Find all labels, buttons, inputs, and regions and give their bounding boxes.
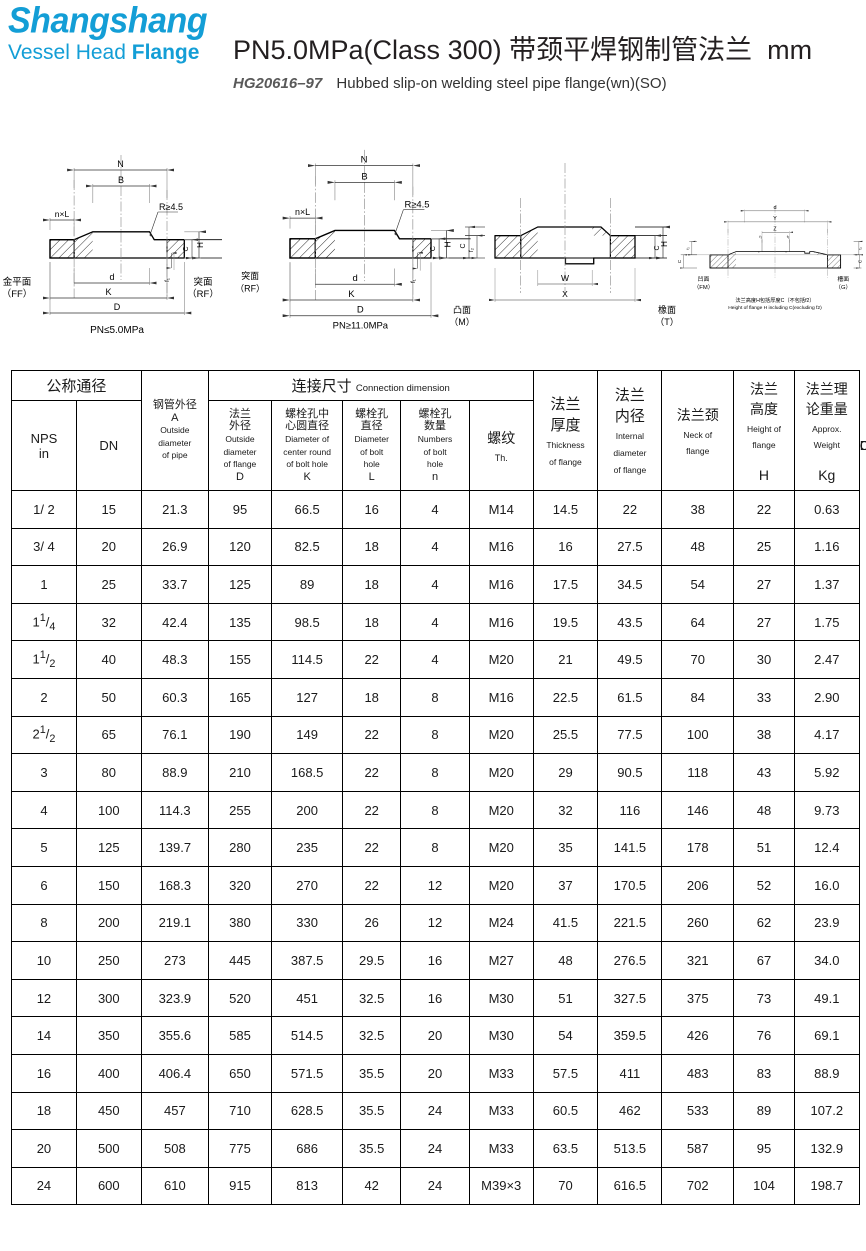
svg-text:d: d — [773, 205, 776, 211]
svg-text:f₃: f₃ — [787, 234, 790, 239]
svg-text:H: H — [660, 241, 669, 247]
svg-text:W: W — [561, 273, 569, 283]
svg-text:（RF）: （RF） — [187, 288, 219, 300]
svg-text:X: X — [562, 289, 568, 299]
svg-text:C: C — [677, 259, 682, 263]
svg-text:（FM）: （FM） — [693, 284, 713, 291]
svg-text:Height of flange H including C: Height of flange H including C(excluding… — [728, 305, 822, 311]
svg-text:（G）: （G） — [835, 284, 851, 291]
svg-text:突面: 突面 — [193, 276, 212, 288]
svg-text:（M）: （M） — [449, 317, 475, 327]
svg-text:f₂: f₂ — [685, 247, 690, 250]
svg-text:凹面: 凹面 — [698, 276, 710, 283]
svg-text:C: C — [654, 245, 661, 250]
svg-text:Y: Y — [773, 216, 777, 222]
svg-text:C: C — [857, 259, 862, 263]
svg-text:凸面: 凸面 — [453, 305, 471, 315]
svg-text:（T）: （T） — [655, 317, 679, 327]
svg-text:PN≥11.0MPa: PN≥11.0MPa — [333, 320, 389, 331]
svg-text:f₂: f₂ — [469, 247, 475, 252]
svg-text:橡面: 橡面 — [658, 304, 676, 315]
svg-text:金平面: 金平面 — [3, 276, 32, 288]
svg-text:PN≤5.0MPa: PN≤5.0MPa — [90, 325, 144, 336]
svg-text:f₃: f₃ — [759, 234, 762, 239]
svg-text:（RF）: （RF） — [235, 284, 265, 294]
svg-text:槽面: 槽面 — [837, 275, 849, 283]
svg-text:Z: Z — [773, 226, 776, 232]
svg-text:法兰高度H包括厚度C（不包括f2）: 法兰高度H包括厚度C（不包括f2） — [735, 296, 814, 304]
svg-text:（FF）: （FF） — [2, 288, 33, 300]
svg-text:突面: 突面 — [241, 270, 259, 281]
svg-text:f₂: f₂ — [857, 247, 862, 250]
svg-text:C: C — [460, 243, 467, 248]
